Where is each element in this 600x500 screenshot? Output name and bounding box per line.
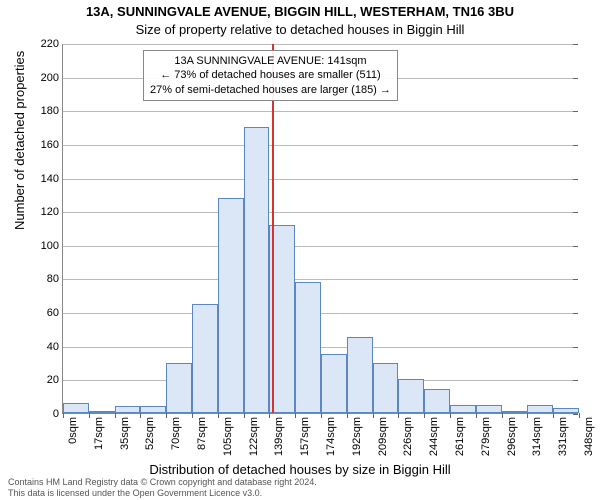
y-tick-label: 140	[41, 173, 59, 185]
x-tick-label: 314sqm	[531, 417, 543, 456]
y-tick-label: 200	[41, 72, 59, 84]
x-tick-label: 244sqm	[428, 417, 440, 456]
histogram-bar	[347, 337, 373, 413]
x-tick-label: 348sqm	[583, 417, 595, 456]
x-tick-label: 174sqm	[325, 417, 337, 456]
histogram-bar	[476, 405, 502, 413]
x-tick-label: 122sqm	[248, 417, 260, 456]
histogram-bar	[553, 408, 579, 413]
histogram-bar	[321, 354, 347, 413]
x-tick-label: 279sqm	[480, 417, 492, 456]
annotation-line: ← 73% of detached houses are smaller (51…	[150, 68, 391, 82]
x-tick-label: 105sqm	[222, 417, 234, 456]
y-tick-label: 120	[41, 206, 59, 218]
y-tick-label: 40	[47, 341, 59, 353]
footer-text: Contains HM Land Registry data © Crown c…	[8, 477, 317, 498]
x-tick-label: 70sqm	[170, 417, 182, 450]
x-tick-label: 192sqm	[351, 417, 363, 456]
y-tick-label: 180	[41, 105, 59, 117]
histogram-bar	[398, 379, 424, 413]
x-tick-label: 17sqm	[93, 417, 105, 450]
y-axis-label: Number of detached properties	[12, 51, 27, 230]
histogram-bar	[373, 363, 399, 413]
histogram-bar	[295, 282, 321, 413]
x-tick-label: 52sqm	[144, 417, 156, 450]
histogram-bar	[89, 411, 115, 413]
y-tick-label: 100	[41, 240, 59, 252]
annotation-line: 13A SUNNINGVALE AVENUE: 141sqm	[150, 54, 391, 68]
histogram-bar	[244, 127, 270, 413]
x-tick-label: 157sqm	[299, 417, 311, 456]
x-tick-label: 226sqm	[402, 417, 414, 456]
page-subtitle: Size of property relative to detached ho…	[0, 22, 600, 37]
y-tick-label: 0	[53, 408, 59, 420]
histogram-bar	[166, 363, 192, 413]
y-tick-label: 20	[47, 374, 59, 386]
y-tick-label: 220	[41, 38, 59, 50]
x-tick-label: 87sqm	[196, 417, 208, 450]
x-tick-label: 139sqm	[273, 417, 285, 456]
x-tick-label: 331sqm	[557, 417, 569, 456]
x-tick-label: 296sqm	[506, 417, 518, 456]
histogram-bar	[527, 405, 553, 413]
histogram-bar	[218, 198, 244, 413]
y-tick-label: 80	[47, 273, 59, 285]
y-tick-label: 160	[41, 139, 59, 151]
histogram-bar	[140, 406, 166, 413]
x-axis-label: Distribution of detached houses by size …	[0, 462, 600, 477]
y-tick-label: 60	[47, 307, 59, 319]
histogram-plot: 020406080100120140160180200220 0sqm17sqm…	[62, 44, 578, 414]
footer-line-1: Contains HM Land Registry data © Crown c…	[8, 477, 317, 487]
x-tick-label: 35sqm	[119, 417, 131, 450]
histogram-bar	[63, 403, 89, 413]
histogram-bar	[502, 411, 528, 413]
annotation-line: 27% of semi-detached houses are larger (…	[150, 83, 391, 97]
annotation-box: 13A SUNNINGVALE AVENUE: 141sqm← 73% of d…	[143, 50, 398, 101]
footer-line-2: This data is licensed under the Open Gov…	[8, 488, 317, 498]
histogram-bar	[115, 406, 141, 413]
page-title: 13A, SUNNINGVALE AVENUE, BIGGIN HILL, WE…	[0, 4, 600, 19]
histogram-bar	[192, 304, 218, 413]
x-tick-label: 0sqm	[67, 417, 79, 444]
x-tick-label: 261sqm	[454, 417, 466, 456]
x-tick-label: 209sqm	[377, 417, 389, 456]
chart-area: 020406080100120140160180200220 0sqm17sqm…	[62, 44, 578, 414]
histogram-bar	[450, 405, 476, 413]
histogram-bar	[424, 389, 450, 413]
